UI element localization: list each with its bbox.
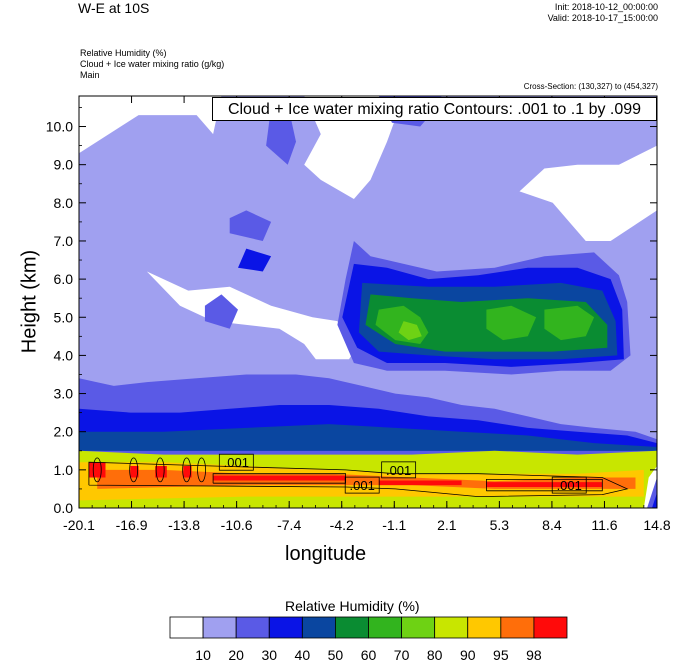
rh-region-13 (238, 248, 272, 272)
field-line-main: Main (80, 70, 100, 80)
y-tick-label: 9.0 (54, 157, 74, 173)
cloud-contour-cell (182, 457, 192, 483)
y-tick-label: 2.0 (54, 424, 74, 440)
y-tick-label: 6.0 (54, 271, 74, 287)
y-tick-label: 8.0 (54, 195, 74, 211)
rh-region-24 (213, 475, 346, 481)
x-tick-label: -7.4 (277, 517, 301, 533)
rh-region-6 (204, 294, 238, 329)
x-tick-label: -16.9 (116, 517, 148, 533)
legend-label: 40 (295, 647, 311, 663)
y-tick-label: 1.0 (54, 462, 74, 478)
x-tick-label: 2.1 (437, 517, 457, 533)
legend-label: 50 (328, 647, 344, 663)
legend-label: 60 (361, 647, 377, 663)
rh-region-8 (229, 210, 272, 241)
contour-label: .001 (381, 461, 417, 479)
rh-region-25 (378, 480, 462, 486)
cloud-contour-cell (155, 457, 165, 483)
legend-swatch (533, 616, 568, 639)
cloud-contour-cell (92, 457, 102, 483)
legend-swatch (434, 616, 469, 639)
valid-time: Valid: 2018-10-17_15:00:00 (547, 13, 658, 23)
rh-region-19 (544, 305, 595, 341)
y-axis-label: Height (km) (18, 249, 41, 354)
rh-region-14 (79, 424, 657, 451)
legend-label: 98 (526, 647, 542, 663)
legend-title: Relative Humidity (%) (285, 598, 420, 614)
contour-label-text: .001 (557, 478, 582, 493)
legend-swatch (500, 616, 535, 639)
contour-info-box: Cloud + Ice water mixing ratio Contours:… (212, 97, 657, 121)
y-tick-label: 0.0 (54, 500, 74, 516)
legend-label: 10 (195, 647, 211, 663)
rh-region-32 (652, 492, 657, 508)
legend-label: 20 (228, 647, 244, 663)
cross-section-label: Cross-Section: (130,327) to (454,327) (523, 82, 658, 91)
y-tick-label: 5.0 (54, 309, 74, 325)
contour-label-text: .001 (350, 478, 375, 493)
legend-swatch (368, 616, 402, 639)
x-tick-label: -1.1 (382, 517, 406, 533)
rh-region-3 (519, 145, 657, 241)
y-tick-label: 3.0 (54, 386, 74, 402)
field-line-cloud: Cloud + Ice water mixing ratio (g/kg) (80, 59, 225, 69)
legend-label: 70 (394, 647, 410, 663)
rh-region-1 (79, 96, 222, 154)
legend-swatch (401, 616, 436, 639)
y-tick-label: 7.0 (54, 233, 74, 249)
cloud-contour-cell (197, 457, 206, 483)
y-tick-label: 10.0 (46, 119, 73, 135)
legend-label: 80 (427, 647, 443, 663)
rh-region-30 (183, 466, 192, 478)
x-tick-label: -10.6 (221, 517, 253, 533)
legend-swatch (268, 616, 303, 639)
init-time: Init: 2018-10-12_00:00:00 (554, 2, 658, 12)
y-tick-label: 4.0 (54, 347, 74, 363)
x-tick-label: -20.1 (63, 517, 95, 533)
contour-label: .001 (344, 476, 380, 494)
legend-swatch (202, 616, 237, 639)
legend-label: 90 (460, 647, 476, 663)
rh-region-26 (486, 482, 603, 487)
cloud-contour-line (212, 473, 346, 484)
field-line-rh: Relative Humidity (%) (80, 48, 167, 58)
x-axis-label: longitude (285, 543, 367, 565)
x-tick-label: -4.2 (330, 517, 354, 533)
cloud-contour-cell (129, 457, 139, 483)
chart-title: W-E at 10S (78, 0, 150, 16)
legend-label: 30 (261, 647, 277, 663)
legend-swatch (169, 616, 204, 639)
x-tick-label: 5.3 (490, 517, 510, 533)
rh-region-18 (486, 305, 537, 341)
legend-swatch (467, 616, 502, 639)
legend-swatch (335, 616, 369, 639)
x-tick-label: 14.8 (643, 517, 670, 533)
cloud-contour-line (88, 461, 629, 498)
cloud-contour-line (486, 479, 603, 492)
rh-region-28 (130, 466, 139, 478)
contour-label-text: .001 (224, 455, 249, 470)
rh-region-20 (398, 321, 422, 341)
rh-region-27 (88, 462, 106, 478)
x-tick-label: 11.6 (591, 517, 617, 533)
contour-label: .001 (551, 476, 587, 494)
legend-swatch (235, 616, 270, 639)
contour-label-text: .001 (386, 463, 411, 478)
x-tick-label: -13.8 (168, 517, 200, 533)
contour-label: .001 (218, 453, 254, 471)
rh-region-2 (304, 96, 404, 199)
rh-region-4 (146, 271, 354, 360)
heatmap-field: .001 .001 .001 .001 (79, 96, 657, 508)
x-tick-label: 8.4 (542, 517, 562, 533)
legend-swatch (301, 616, 336, 639)
legend-label: 95 (493, 647, 509, 663)
